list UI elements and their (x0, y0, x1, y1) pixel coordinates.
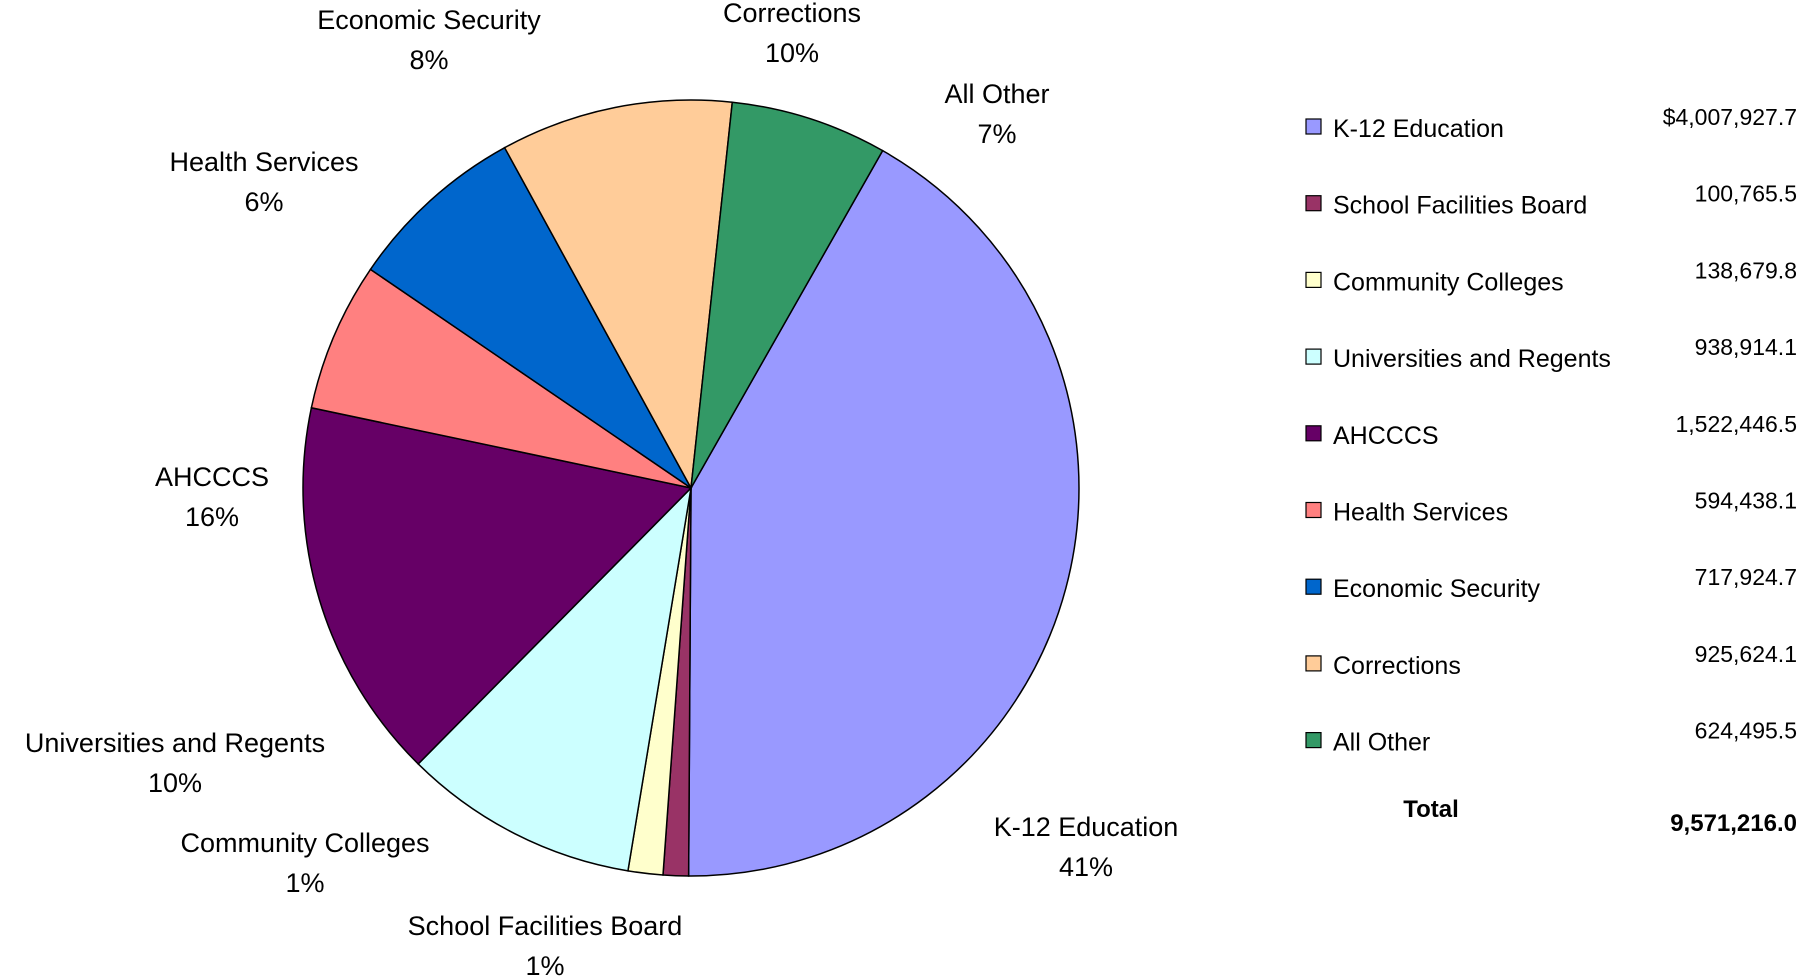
legend-value: 717,924.7 (1695, 564, 1797, 590)
legend-swatch (1305, 501, 1322, 519)
pie-label-economic-security: Economic Security 8% (317, 5, 541, 75)
legend-swatch (1305, 731, 1322, 749)
pie-labels: K-12 Education 41% School Facilities Board… (25, 0, 1178, 980)
pie-slice-economic-security (369, 146, 692, 489)
legend-total: Total 9,571,216.0 (1403, 796, 1797, 837)
total-value: 9,571,216.0 (1670, 810, 1797, 837)
legend-label: Community Colleges (1333, 268, 1564, 296)
legend-value: $4,007,927.7 (1663, 104, 1797, 130)
legend-label: Corrections (1333, 652, 1461, 680)
legend-swatch (1305, 655, 1322, 672)
pie-slices (302, 99, 1080, 877)
legend-label: School Facilities Board (1333, 192, 1587, 220)
legend-value: 138,679.8 (1695, 257, 1797, 283)
legend-value: 938,914.1 (1695, 334, 1797, 360)
pie-label-universities-and-regents: Universities and Regents 10% (25, 728, 325, 798)
pie-label-corrections: Corrections 10% (723, 0, 861, 68)
legend-label: Health Services (1333, 499, 1508, 527)
pie-slice-universities-and-regents (417, 485, 693, 872)
legend-swatch (1305, 271, 1322, 288)
pie-slice-all-other (690, 101, 884, 489)
legend-value: 100,765.5 (1695, 181, 1797, 207)
pie-label-health-services: Health Services 6% (169, 147, 358, 217)
legend-value: 594,438.1 (1695, 488, 1797, 514)
pie-label-k-12-education: K-12 Education 41% (994, 812, 1179, 882)
pie-slice-corrections (503, 99, 734, 491)
legend-label: All Other (1333, 729, 1430, 757)
pie-slice-ahcccs (302, 406, 693, 765)
legend-label: Universities and Regents (1333, 345, 1611, 373)
pie-slice-k-12-education (687, 149, 1080, 877)
legend-swatch (1305, 118, 1322, 135)
legend-label: AHCCCS (1333, 422, 1439, 450)
total-label: Total (1403, 796, 1459, 823)
pie-slice-health-services (310, 268, 692, 489)
legend-value: 624,495.5 (1695, 718, 1797, 744)
legend-label: Economic Security (1333, 575, 1541, 603)
legend-value: 925,624.1 (1695, 641, 1797, 667)
legend-label: K-12 Education (1333, 115, 1504, 143)
pie-label-all-other: All Other 7% (944, 79, 1049, 149)
legend-swatch (1305, 348, 1322, 365)
pie-label-school-facilities-board: School Facilities Board 1% (408, 911, 683, 980)
legend-swatch (1305, 578, 1322, 595)
legend-swatch (1305, 195, 1322, 212)
legend: K-12 Education $4,007,927.7 School Facilit… (1305, 104, 1797, 757)
pie-label-community-colleges: Community Colleges 1% (180, 828, 429, 898)
legend-swatch (1305, 425, 1322, 442)
pie-label-ahcccs: AHCCCS 16% (155, 462, 269, 532)
legend-value: 1,522,446.5 (1675, 411, 1797, 437)
